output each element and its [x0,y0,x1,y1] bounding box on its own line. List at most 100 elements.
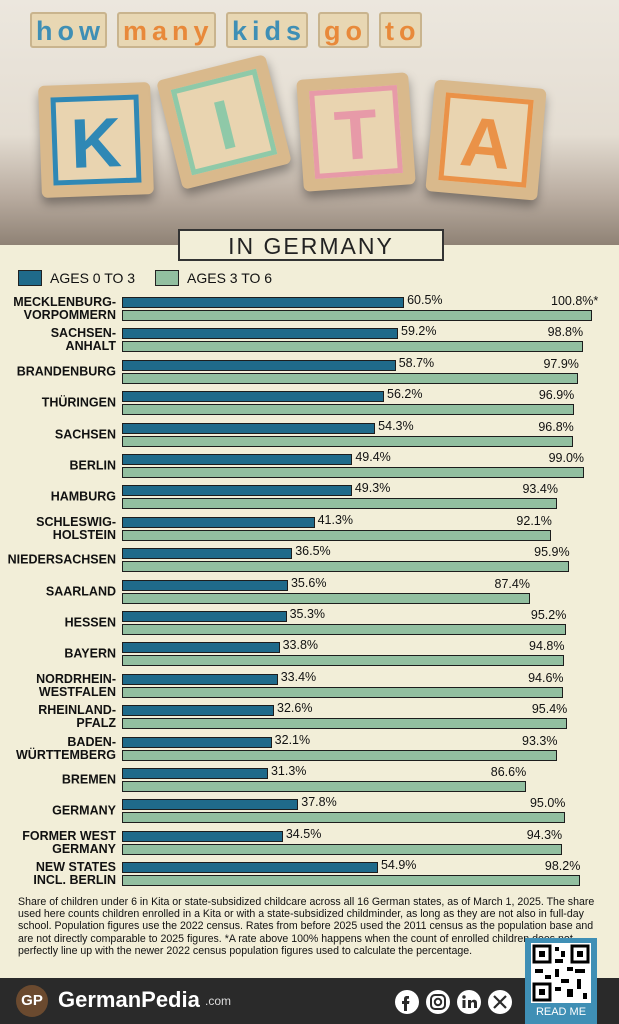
category-label: BADEN- WÜRTTEMBERG [16,734,116,762]
bar [122,529,552,541]
value-label: 35.6% [290,575,327,590]
value-label: 86.6% [490,765,527,779]
value-label: 98.2% [544,859,581,874]
value-label: 94.8% [529,639,565,654]
category-label: HAMBURG [50,489,116,504]
bar [122,359,396,371]
value-label: 34.5% [285,826,322,841]
legend-swatch [155,270,179,286]
value-label: 97.9% [543,356,579,371]
qr-caption: READ ME [535,1006,587,1018]
block-letter: K [50,94,142,186]
category-label: MECKLENBURG- VORPOMMERN [13,295,116,322]
qr-panel[interactable]: READ ME [525,938,597,1024]
value-label: 49.4% [355,450,391,464]
value-label: 54.3% [378,418,414,433]
bar [122,422,376,434]
bar [122,404,574,416]
domain: .com [205,994,232,1008]
category-label: NORDRHEIN- WESTFALEN [36,671,116,699]
bar [122,372,579,384]
legend-swatch [18,270,42,286]
bar [122,485,352,497]
bar [122,781,526,792]
bar [122,768,268,779]
category-label: GERMANY [52,803,116,818]
category-label: SAARLAND [45,584,116,599]
value-label: 49.3% [354,481,391,496]
bar [122,642,280,654]
legend-label: AGES 0 TO 3 [50,270,136,286]
value-label: 31.3% [270,764,307,778]
qr-code [531,943,591,1003]
bar [122,561,570,573]
value-label: 33.4% [280,669,317,684]
social-icons[interactable] [394,989,516,1015]
value-label: 54.9% [380,858,417,873]
value-label: 35.3% [289,607,326,621]
category-label: NEW STATES INCL. BERLIN [33,860,116,888]
logo: GP [16,985,48,1017]
value-label: 99.0% [548,451,585,465]
title-word: kids [226,12,309,48]
category-label: FORMER WEST GERMANY [22,828,116,856]
title-word: many [117,12,216,48]
category-label: THÜRINGEN [41,395,116,410]
bar [122,548,293,560]
category-label: BAYERN [64,646,116,661]
category-label: BREMEN [61,772,116,787]
bar [122,736,272,748]
letter-block: T [296,72,416,192]
bar [122,310,592,321]
bar [122,718,567,730]
value-label: 98.8% [547,325,584,340]
bar [122,655,565,667]
bar [122,592,530,604]
block-letter: I [170,68,278,176]
bar [122,467,584,478]
bar [122,624,566,635]
value-label: 58.7% [398,355,435,370]
letter-block: I [156,54,292,190]
value-label: 87.4% [494,576,530,591]
value-label: 95.2% [530,608,567,622]
value-label: 32.6% [277,701,313,716]
value-label: 56.2% [387,387,423,402]
value-label: 95.0% [529,796,566,811]
value-label: 36.5% [295,544,331,559]
letter-block: A [425,79,547,201]
category-label: RHEINLAND- PFALZ [38,703,116,731]
bar [122,498,558,510]
value-label: 96.9% [538,388,575,403]
title-word: how [30,12,107,48]
value-label: 94.3% [526,827,563,842]
value-label: 60.5% [407,293,443,307]
bar [122,799,299,811]
brand: GermanPedia [58,987,200,1012]
value-label: 93.3% [522,733,558,748]
bar [122,391,385,403]
value-label: 33.8% [282,638,319,653]
bar [122,516,315,528]
category-label: SACHSEN [54,427,116,442]
category-label: SACHSEN- ANHALT [50,326,116,354]
bar [122,705,274,717]
bar [122,875,580,887]
bar [122,579,288,591]
category-label: BERLIN [69,458,116,473]
value-label: 95.9% [534,545,570,560]
value-label: 37.8% [301,795,337,810]
bar [122,297,405,308]
bar [122,843,562,855]
title-word: go [318,12,369,48]
value-label: 93.4% [522,482,558,497]
bar [122,830,283,842]
value-label: 96.8% [538,419,574,434]
value-label: 41.3% [317,512,354,527]
subtitle: IN GERMANY [178,229,444,261]
value-label: 95.4% [531,702,568,717]
block-letter: T [309,85,403,179]
bar [122,328,399,340]
legend-label: AGES 3 TO 6 [187,270,273,286]
